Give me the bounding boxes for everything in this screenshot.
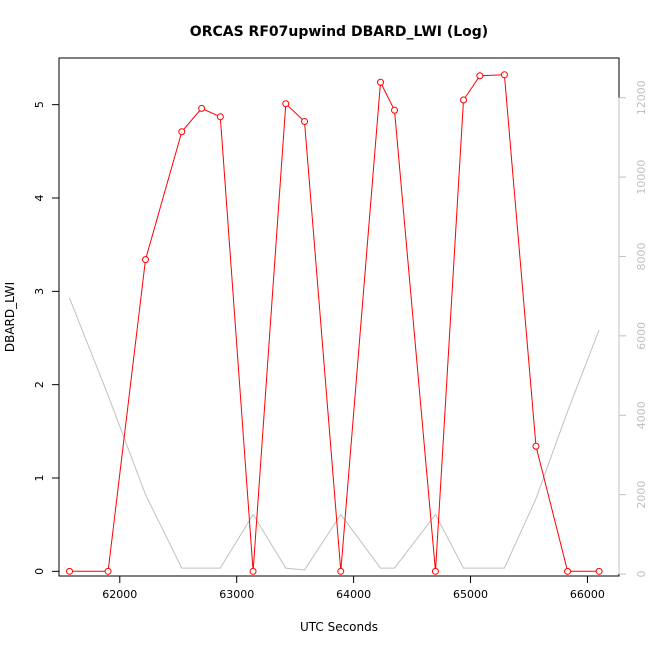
data-point (595, 567, 603, 575)
y-axis: 0 1 2 3 4 5 (33, 101, 60, 575)
data-point (178, 128, 186, 136)
y2-tick-label: 8000 (635, 242, 648, 270)
y2-tick-label: 0 (635, 571, 648, 578)
y2-tick-label: 2000 (635, 481, 648, 509)
data-point (532, 442, 540, 450)
data-point (337, 567, 345, 575)
data-point (282, 100, 290, 108)
y-tick-label: 1 (33, 475, 46, 482)
y2-tick-label: 4000 (635, 401, 648, 429)
data-point (391, 106, 399, 114)
y-tick-label: 4 (33, 195, 46, 202)
data-point (216, 113, 224, 121)
data-point (431, 567, 439, 575)
y-tick-label: 5 (33, 101, 46, 108)
data-point (564, 567, 572, 575)
data-point (104, 567, 112, 575)
series-line (69, 74, 600, 572)
x-axis: 62000 63000 64000 65000 66000 (102, 575, 605, 601)
x-tick-label: 62000 (102, 588, 137, 601)
y2-tick-label: 6000 (635, 322, 648, 350)
chart-title: ORCAS RF07upwind DBARD_LWI (Log) (190, 24, 488, 40)
data-point (377, 78, 385, 86)
data-point (198, 104, 206, 112)
y-tick-label: 2 (33, 381, 46, 388)
data-point (460, 96, 468, 104)
plot-frame (58, 57, 620, 577)
data-point (500, 71, 508, 79)
x-tick-label: 64000 (336, 588, 371, 601)
x-tick-label: 63000 (219, 588, 254, 601)
y-tick-label: 3 (33, 288, 46, 295)
series-layer (66, 71, 603, 575)
y2-tick-label: 12000 (635, 80, 648, 115)
data-point (66, 567, 74, 575)
secondary-y-axis: 0 2000 4000 6000 8000 10000 12000 (618, 80, 648, 578)
x-axis-label: UTC Seconds (300, 620, 378, 634)
y-axis-label: DBARD_LWI (3, 282, 17, 352)
data-point (249, 567, 257, 575)
data-point (301, 117, 309, 125)
y2-tick-label: 10000 (635, 160, 648, 195)
data-point (142, 256, 150, 264)
x-tick-label: 66000 (570, 588, 605, 601)
y-tick-label: 0 (33, 568, 46, 575)
secondary-series-line (69, 297, 600, 571)
x-tick-label: 65000 (453, 588, 488, 601)
data-point (476, 72, 484, 80)
